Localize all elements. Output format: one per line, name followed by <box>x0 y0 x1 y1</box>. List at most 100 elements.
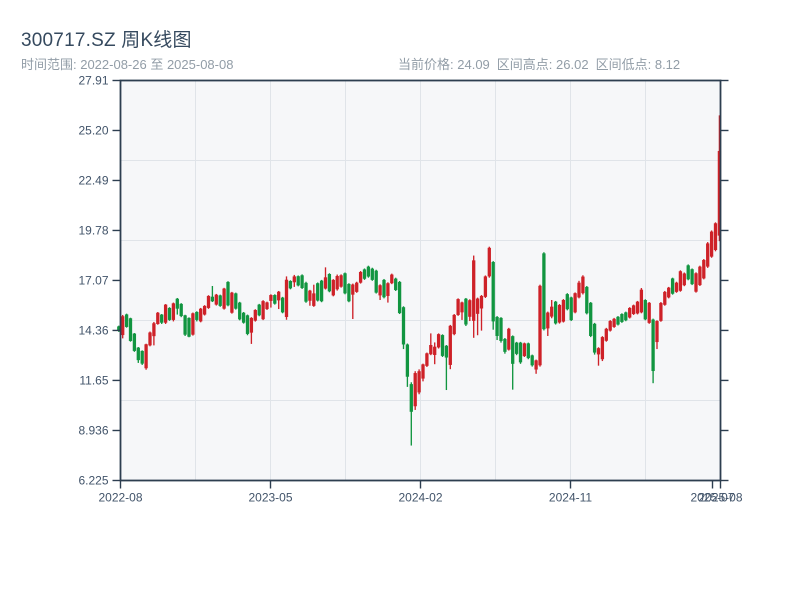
candle-body <box>288 281 293 289</box>
candle-body <box>483 276 488 297</box>
candle-body <box>284 279 289 317</box>
candle-body <box>265 302 269 310</box>
candle-body <box>542 253 546 330</box>
candle-wick <box>445 345 448 391</box>
candle-body <box>448 325 452 365</box>
candle-body <box>546 312 550 329</box>
candle-body <box>319 280 324 302</box>
candle-body <box>148 332 152 346</box>
candle-body <box>553 301 558 324</box>
candle-body <box>530 355 534 366</box>
candle-body <box>499 317 503 341</box>
candle-body <box>433 346 437 355</box>
candle-body <box>663 291 667 305</box>
candle-body <box>331 279 335 296</box>
candle-body <box>386 283 390 296</box>
candle-body <box>362 269 367 279</box>
x-tick-label: 2025-07 <box>690 491 734 505</box>
candle-body <box>300 275 304 289</box>
candle-body <box>355 282 359 292</box>
page-title: 300717.SZ 周K线图 <box>21 30 192 51</box>
candle-body <box>429 345 433 355</box>
candle-body <box>366 266 371 277</box>
candle-body <box>312 293 316 306</box>
candle-body <box>608 321 612 331</box>
candle-body <box>452 314 456 335</box>
candle-body <box>269 295 273 301</box>
candle-body <box>643 300 647 320</box>
candle-body <box>694 273 698 292</box>
x-tick-label: 2023-05 <box>248 491 292 505</box>
candle-body <box>167 307 172 320</box>
candle-body <box>327 273 332 292</box>
y-tick-label: 25.20 <box>78 123 108 137</box>
candle-body <box>511 336 515 364</box>
candle-body <box>468 300 472 317</box>
candle-body <box>179 303 183 317</box>
candle-body <box>277 291 281 301</box>
candle-body <box>238 302 242 320</box>
candle-wick <box>211 285 214 303</box>
candle-body <box>631 305 636 315</box>
candle-body <box>464 298 468 325</box>
candle-wick <box>410 382 412 446</box>
candle-body <box>456 299 460 315</box>
candle-body <box>409 384 413 412</box>
stat-range-high: 区间高点: 26.02 <box>496 57 589 72</box>
x-tick-label: 2024-02 <box>398 491 442 505</box>
candle-body <box>117 326 121 331</box>
candle-body <box>413 373 417 407</box>
candle-body <box>667 287 671 298</box>
candle-body <box>678 271 683 291</box>
candle-body <box>491 262 495 322</box>
candle-body <box>401 307 406 345</box>
candle-body <box>440 335 445 356</box>
candle-body <box>394 278 398 291</box>
candle-body <box>343 273 347 294</box>
candle-body <box>382 279 386 298</box>
candle-body <box>612 318 616 327</box>
candle-body <box>479 295 484 309</box>
y-tick-label: 8.936 <box>78 423 108 437</box>
candle-body <box>144 344 148 369</box>
candle-wick <box>597 347 600 366</box>
candle-body <box>698 266 702 286</box>
candle-body <box>292 276 296 283</box>
candle-wick <box>352 283 354 320</box>
candle-body <box>616 316 620 325</box>
candle-body <box>261 301 265 320</box>
candle-body <box>128 318 133 341</box>
candle-body <box>444 345 449 358</box>
candle-body <box>472 260 476 321</box>
x-tick-label: 2022-08 <box>98 491 142 505</box>
candle-wick <box>476 297 479 336</box>
candle-body <box>686 265 690 280</box>
candle-body <box>136 347 140 361</box>
candle-body <box>674 282 679 292</box>
candle-body <box>538 285 542 366</box>
candle-body <box>253 309 257 321</box>
candle-body <box>709 231 714 257</box>
y-tick-label: 19.78 <box>78 223 108 237</box>
candle-body <box>647 302 651 323</box>
candle-body <box>370 268 374 280</box>
candle-body <box>160 314 164 323</box>
candle-body <box>347 283 351 302</box>
candle-body <box>573 293 577 313</box>
y-tick-label: 27.91 <box>78 74 108 88</box>
candle-body <box>280 297 285 313</box>
candle-body <box>195 311 199 320</box>
candle-body <box>655 321 659 343</box>
candle-body <box>600 337 605 360</box>
candle-body <box>421 364 425 379</box>
candle-body <box>390 274 394 284</box>
candle-body <box>351 284 355 295</box>
candle-body <box>561 300 566 322</box>
candle-body <box>171 303 176 320</box>
candle-body <box>639 289 644 313</box>
time-range-label: 时间范围: 2022-08-26 至 2025-08-08 <box>21 57 234 72</box>
candle-body <box>175 298 179 309</box>
candle-body <box>585 286 589 314</box>
candle-body <box>199 308 203 322</box>
